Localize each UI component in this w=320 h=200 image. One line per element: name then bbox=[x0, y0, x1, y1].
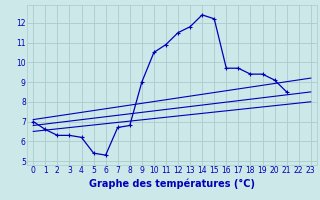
X-axis label: Graphe des températures (°C): Graphe des températures (°C) bbox=[89, 178, 255, 189]
